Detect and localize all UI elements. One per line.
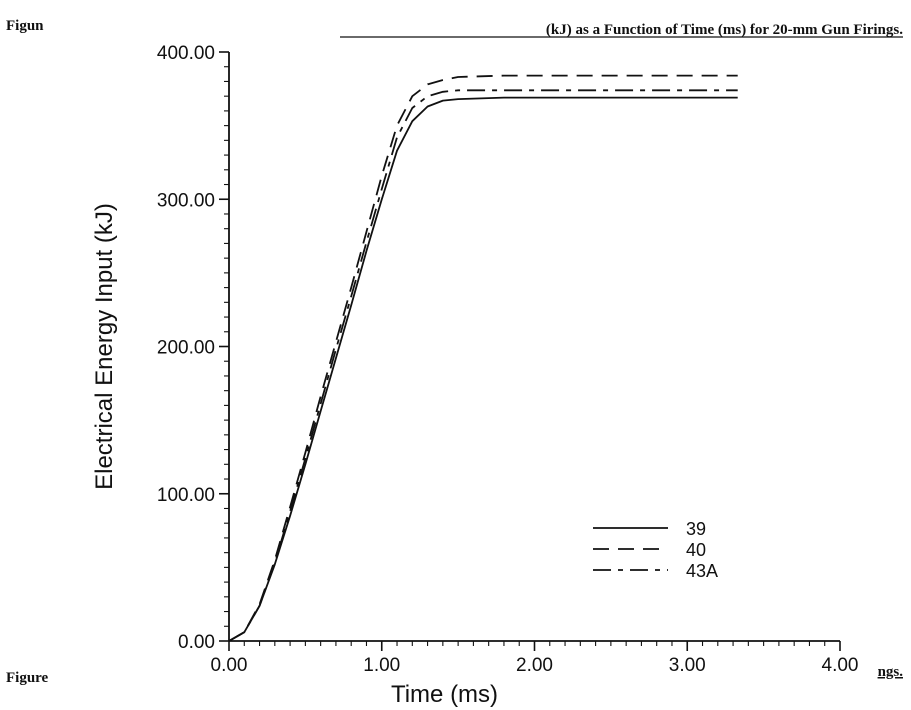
- caption-bottom-right-fragment: ngs.: [878, 664, 904, 680]
- x-tick-label: 3.00: [669, 655, 706, 676]
- y-tick-label: 100.00: [157, 485, 215, 506]
- legend-label-40: 40: [686, 540, 706, 560]
- y-tick-label: 300.00: [157, 190, 215, 211]
- caption-top-title: (kJ) as a Function of Time (ms) for 20-m…: [546, 22, 903, 38]
- x-tick-label: 1.00: [363, 655, 400, 676]
- series-line-43A: [228, 89, 738, 642]
- series-line-39: [228, 96, 738, 642]
- x-tick-label: 0.00: [211, 655, 248, 676]
- axes: [228, 52, 840, 642]
- series-lines: [228, 74, 738, 642]
- caption-bottom-left-fragment: Figure: [6, 670, 49, 686]
- x-tick-label: 4.00: [822, 655, 859, 676]
- series-line-40: [228, 74, 738, 642]
- x-tick-label: 2.00: [516, 655, 553, 676]
- y-axis-ticks: 0.00 100.00 200.00 300.00 400.00: [157, 43, 229, 653]
- y-tick-label: 200.00: [157, 338, 215, 359]
- caption-top-left-fragment: Figun: [6, 18, 44, 34]
- y-tick-label: 400.00: [157, 43, 215, 64]
- x-axis-title: Time (ms): [391, 681, 498, 708]
- legend-label-43A: 43A: [686, 561, 718, 581]
- y-axis-title: Electrical Energy Input (kJ): [91, 203, 118, 490]
- x-axis-ticks: 0.00 1.00 2.00 3.00 4.00: [211, 641, 859, 676]
- y-tick-label: 0.00: [178, 632, 215, 653]
- legend-label-39: 39: [686, 519, 706, 539]
